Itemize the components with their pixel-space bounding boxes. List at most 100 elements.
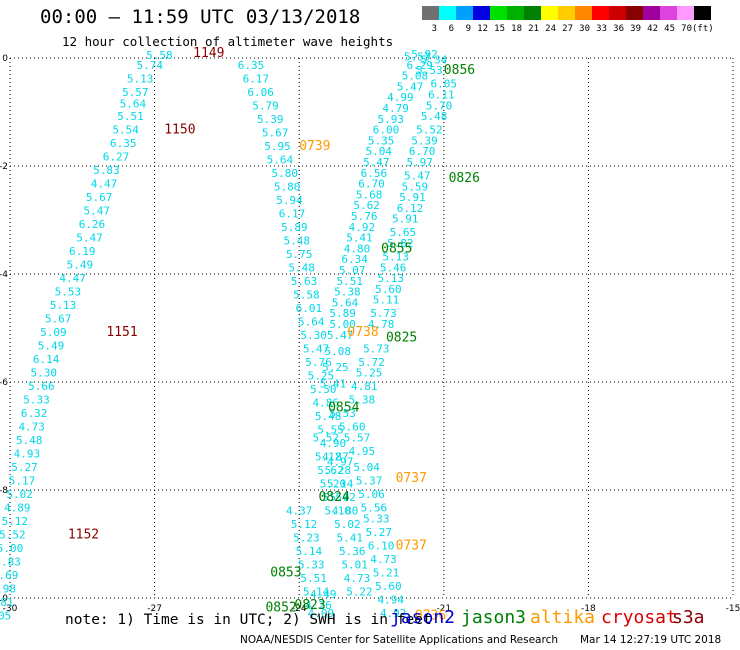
jason3-time-label: 0823 (294, 598, 325, 613)
altika-swh-value: 5.60 (375, 580, 402, 593)
s3a-swh-value: 5.33 (23, 394, 50, 407)
altika-swh-value: 5.06 (358, 488, 385, 501)
s3a-swh-value: 4.47 (59, 272, 86, 285)
jason2-swh-value: 5.47 (404, 170, 431, 183)
jason3-swh-value: 5.02 (329, 491, 356, 504)
jason2-swh-value: 5.72 (358, 356, 385, 369)
colorbar-label: 45 (664, 24, 675, 34)
altika-swh-value: 6.56 (361, 167, 388, 180)
jason3-time-label: 0825 (386, 331, 417, 346)
colorbar-label: 70 (681, 24, 692, 34)
jason3-swh-value: 5.36 (339, 545, 366, 558)
jason3-swh-value: 4.87 (322, 450, 349, 463)
jason3-swh-value: 5.30 (300, 329, 327, 342)
colorbar-swatch (694, 6, 711, 20)
y-tick-label: -6 (0, 378, 8, 388)
altika-swh-value: 5.56 (361, 502, 388, 515)
s3a-swh-value: 6.35 (110, 137, 137, 150)
jason2-swh-value: 5.39 (411, 134, 438, 147)
jason3-time-label: 0826 (449, 171, 480, 186)
legend-jason2: jason2 (390, 607, 456, 628)
jason3-swh-value: 6.35 (238, 59, 265, 72)
jason3-time-label: 0852 (265, 601, 296, 616)
altika-time-label: 0737 (396, 471, 427, 486)
colorbar-swatch (524, 6, 541, 20)
colorbar-label: 6 (448, 24, 454, 34)
colorbar-label: 21 (528, 24, 539, 34)
legend-altika: altika (530, 607, 596, 628)
altika-swh-value: 5.57 (344, 431, 371, 444)
jason2-swh-value: 5.25 (356, 367, 383, 380)
colorbar-label: 15 (494, 24, 505, 34)
altika-swh-value: 5.53 (416, 64, 443, 77)
altika-swh-value: 5.51 (337, 275, 364, 288)
s3a-swh-value: 5.47 (76, 232, 103, 245)
jason3-swh-value: 5.76 (305, 356, 332, 369)
jason3-swh-value: 5.67 (262, 126, 289, 139)
jason3-swh-value: 4.86 (312, 396, 339, 409)
altika-time-label: 0737 (396, 538, 427, 553)
altika-swh-value: 5.27 (365, 526, 392, 539)
jason3-swh-value: 5.50 (310, 383, 337, 396)
jason2-swh-value: 5.70 (426, 99, 453, 112)
jason3-time-label: 0855 (381, 241, 412, 256)
altika-time-label: 0736 (415, 609, 446, 624)
colorbar-label: 42 (647, 24, 658, 34)
jason3-swh-value: 4.90 (320, 437, 347, 450)
jason3-swh-value: 6.06 (247, 86, 274, 99)
altika-swh-value: 5.60 (339, 421, 366, 434)
s3a-time-label: 1150 (164, 123, 195, 138)
cryosat-swh-value: 5.51 (300, 572, 327, 585)
jason2-swh-value: 5.38 (349, 394, 376, 407)
y-tick-label: -8 (0, 486, 8, 496)
jason2-swh-value: 5.60 (375, 283, 402, 296)
s3a-swh-value: 5.13 (127, 72, 154, 85)
s3a-swh-value: 5.49 (67, 259, 94, 272)
s3a-swh-value: 5.09 (40, 326, 67, 339)
altika-swh-value: 5.62 (353, 199, 380, 212)
jason2-swh-value: 6.70 (409, 145, 436, 158)
colorbar-label: 3 (431, 24, 437, 34)
altika-swh-value: 4.94 (378, 593, 405, 606)
altika-swh-value: 4.73 (370, 553, 397, 566)
x-tick-label: -21 (436, 604, 451, 614)
footnote: note: 1) Time is in UTC; 2) SWH is in fe… (65, 612, 432, 628)
cryosat-swh-value: 5.33 (298, 558, 325, 571)
s3a-time-label: 1151 (106, 325, 137, 340)
s3a-swh-value: 4.98 (0, 583, 16, 596)
cryosat-swh-value: 5.62 (317, 464, 344, 477)
footer-timestamp: Mar 14 12:27:19 UTC 2018 (580, 634, 722, 646)
altika-swh-value: 6.34 (341, 253, 368, 266)
jason3-time-label: 0856 (444, 63, 475, 78)
x-tick-label: -30 (3, 604, 18, 614)
cryosat-swh-value: 5.14 (303, 585, 330, 598)
jason3-swh-value: 6.17 (243, 72, 270, 85)
altika-swh-value: 6.10 (368, 539, 395, 552)
cryosat-swh-value: 5.14 (296, 545, 323, 558)
altika-swh-value: 6.29 (406, 59, 433, 72)
s3a-swh-value: 5.02 (6, 488, 33, 501)
cryosat-swh-value: 5.12 (315, 450, 342, 463)
colorbar-label: 33 (596, 24, 607, 34)
colorbar-unit-label: (ft) (692, 24, 714, 34)
colorbar-label: 12 (477, 24, 488, 34)
altika-swh-value: 5.37 (356, 475, 383, 488)
colorbar-label: 9 (465, 24, 471, 34)
altika-swh-value: 5.89 (329, 307, 356, 320)
jason3-swh-value: 5.14 (327, 477, 354, 490)
s3a-swh-value: 5.30 (30, 367, 57, 380)
jason2-swh-value: 5.11 (373, 294, 400, 307)
altika-time-label: 0739 (299, 139, 330, 154)
cryosat-swh-value: 5.20 (320, 477, 347, 490)
altika-swh-value: 5.64 (332, 296, 359, 309)
jason3-swh-value: 5.25 (308, 369, 335, 382)
s3a-swh-value: 5.05 (0, 610, 11, 623)
jason2-swh-value: 6.12 (397, 202, 424, 215)
s3a-swh-value: 5.54 (112, 124, 139, 137)
altika-swh-value: 4.80 (344, 242, 371, 255)
jason3-swh-value: 5.79 (252, 99, 279, 112)
altika-swh-value: 5.41 (320, 377, 347, 390)
jason2-swh-value: 5.65 (390, 226, 417, 239)
s3a-swh-value: 6.27 (103, 151, 130, 164)
colorbar-swatch (422, 6, 439, 20)
